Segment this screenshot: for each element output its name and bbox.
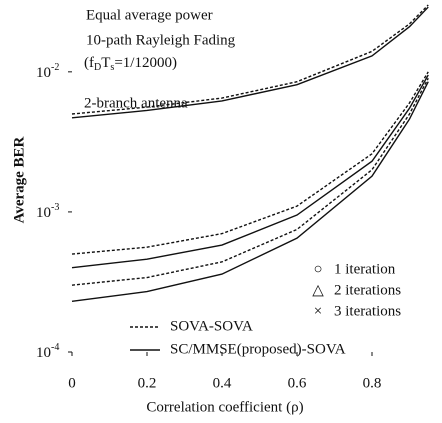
series-line — [71, 71, 429, 255]
y-tick-base: 10 — [36, 205, 51, 221]
iteration-symbol: △ — [312, 282, 324, 298]
x-tick-label: 0 — [68, 375, 76, 391]
y-tick-label: 10-2 — [36, 62, 59, 81]
x-tick-label: 0.4 — [213, 375, 232, 391]
annotation: 2-branch antenna — [84, 95, 188, 111]
param-part: (f — [84, 55, 94, 71]
y-tick-exponent: -3 — [51, 202, 59, 213]
annotation-param: (fDTs=1/12000) — [84, 55, 177, 73]
series-line — [71, 6, 429, 119]
y-tick-exponent: -4 — [51, 342, 59, 353]
series-line — [71, 74, 429, 269]
annotation: Equal average power — [86, 7, 213, 23]
series-line — [71, 81, 429, 303]
x-tick-label: 0.6 — [288, 375, 307, 391]
y-tick-label: 10-4 — [36, 342, 59, 361]
y-tick-base: 10 — [36, 65, 51, 81]
y-axis-label: Average BER — [11, 136, 27, 223]
param-part: T — [101, 55, 110, 71]
x-tick-label: 0.8 — [363, 375, 382, 391]
legend-label: SOVA-SOVA — [170, 318, 253, 334]
param-sub: s — [110, 62, 114, 73]
param-part: =1/12000) — [114, 55, 177, 71]
y-tick-label: 10-3 — [36, 202, 59, 221]
iteration-label: 1 iteration — [334, 261, 396, 277]
param-sub: D — [94, 62, 101, 73]
series-line — [71, 77, 429, 286]
x-axis-label: Correlation coefficient (ρ) — [146, 399, 303, 415]
legend-label: SC/MMSE(proposed)-SOVA — [170, 341, 346, 357]
series-line — [71, 4, 429, 115]
iteration-symbol: ○ — [313, 261, 322, 277]
annotation: 10-path Rayleigh Fading — [86, 32, 236, 48]
iteration-label: 2 iterations — [334, 282, 401, 298]
iteration-label: 3 iterations — [334, 303, 401, 319]
iteration-symbol: × — [314, 303, 322, 319]
y-tick-base: 10 — [36, 345, 51, 361]
y-tick-exponent: -2 — [51, 62, 59, 73]
x-tick-label: 0.2 — [138, 375, 157, 391]
